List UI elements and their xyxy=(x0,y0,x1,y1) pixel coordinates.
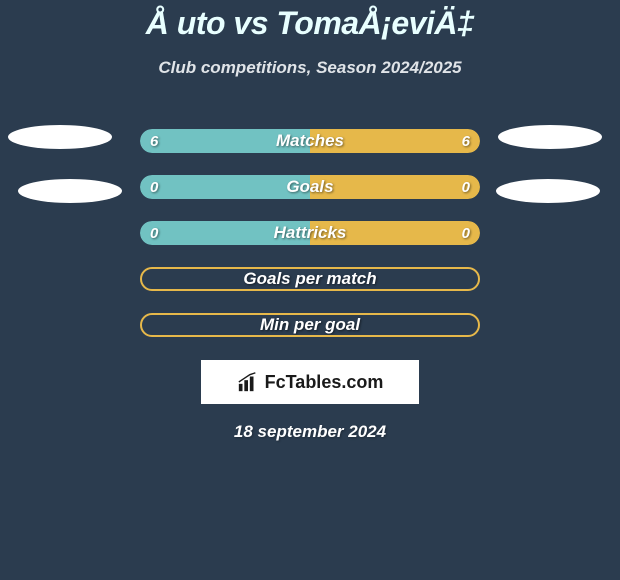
stat-row: 6 6 Matches xyxy=(0,118,620,164)
stat-row: 0 0 Hattricks xyxy=(0,210,620,256)
stat-value-right: 0 xyxy=(462,179,470,196)
stat-row: Goals per match xyxy=(0,256,620,302)
stat-label: Goals xyxy=(286,177,333,197)
stat-value-right: 0 xyxy=(462,225,470,242)
stat-bar: 0 0 Hattricks xyxy=(140,221,480,245)
stat-value-right: 6 xyxy=(462,133,470,150)
stat-bar: Goals per match xyxy=(140,267,480,291)
stat-value-left: 0 xyxy=(150,225,158,242)
stat-bar: 6 6 Matches xyxy=(140,129,480,153)
logo-text: FcTables.com xyxy=(265,372,384,393)
subtitle: Club competitions, Season 2024/2025 xyxy=(0,58,620,78)
stat-row: 0 0 Goals xyxy=(0,164,620,210)
main-container: Å uto vs TomaÅ¡eviÄ‡ Club competitions, … xyxy=(0,0,620,442)
stat-value-left: 6 xyxy=(150,133,158,150)
date-text: 18 september 2024 xyxy=(0,422,620,442)
stat-bar-left-fill xyxy=(140,175,310,199)
stat-row: Min per goal xyxy=(0,302,620,348)
stat-bar-right-fill xyxy=(310,175,480,199)
stat-label: Goals per match xyxy=(243,269,376,289)
stat-label: Hattricks xyxy=(274,223,347,243)
stats-section: 6 6 Matches 0 0 Goals 0 0 Hattricks Goals per mat… xyxy=(0,118,620,348)
page-title: Å uto vs TomaÅ¡eviÄ‡ xyxy=(0,5,620,42)
stat-bar: 0 0 Goals xyxy=(140,175,480,199)
stat-bar: Min per goal xyxy=(140,313,480,337)
stat-value-left: 0 xyxy=(150,179,158,196)
stat-label: Matches xyxy=(276,131,344,151)
chart-icon xyxy=(237,371,259,393)
stat-label: Min per goal xyxy=(260,315,360,335)
logo-box[interactable]: FcTables.com xyxy=(201,360,419,404)
